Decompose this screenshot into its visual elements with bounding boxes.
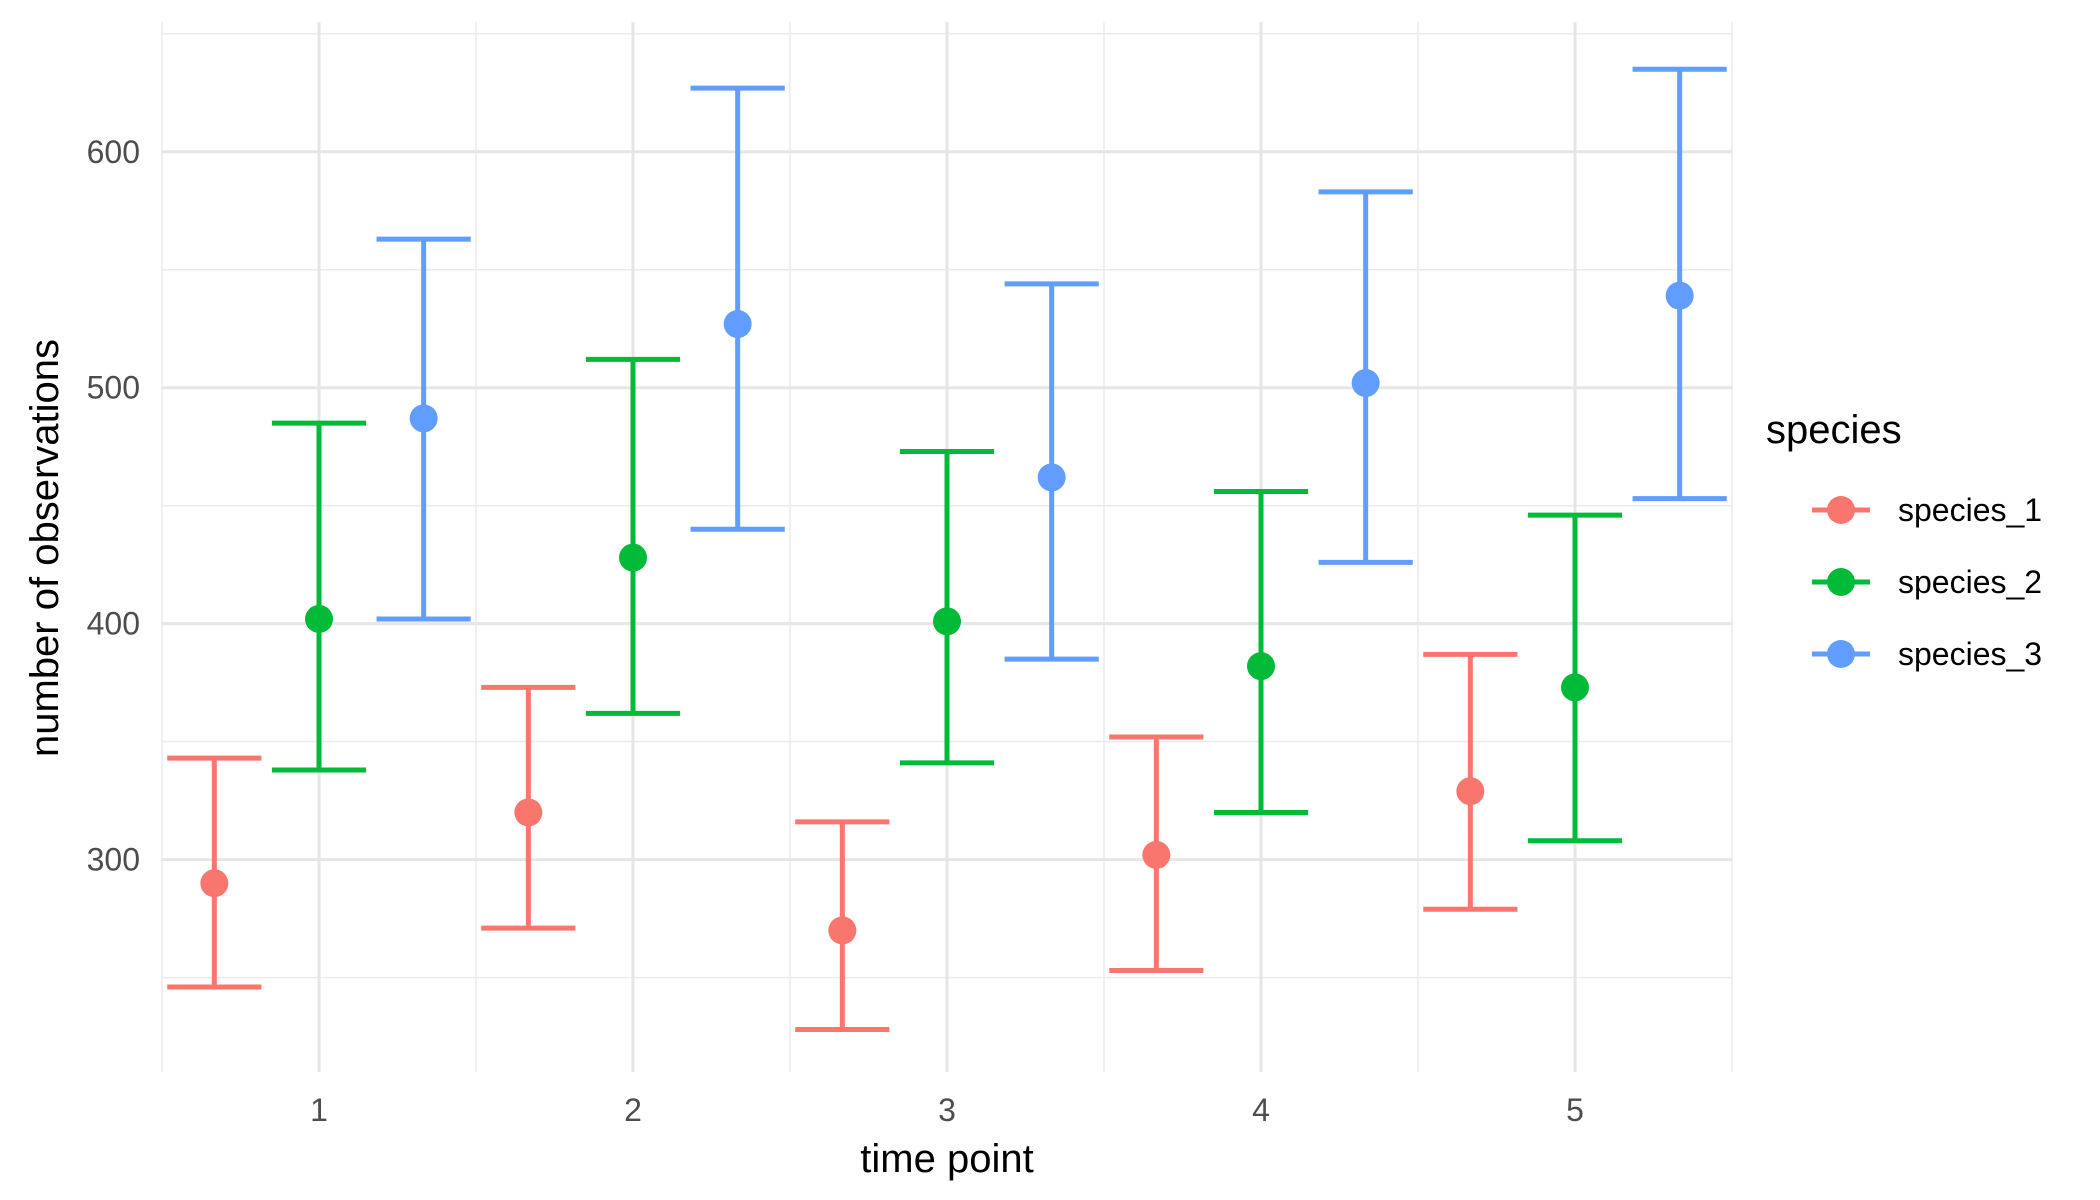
data-point-species_3	[723, 310, 752, 339]
y-axis-tick-labels: 300 400 500 600	[87, 134, 140, 878]
legend: species species_1 species_2 species_3	[1766, 408, 2042, 672]
data-point-species_2	[933, 607, 961, 636]
legend-title: species	[1766, 408, 1902, 452]
error-bar-species_2	[899, 448, 995, 766]
error-bar-species_3	[690, 85, 785, 532]
x-axis-tick-labels: 1 2 3 4 5	[310, 1092, 1584, 1128]
y-tick-label: 600	[87, 134, 140, 170]
data-point-species_1	[1142, 840, 1171, 869]
error-bar-species_2	[1213, 489, 1309, 815]
legend-key-point	[1827, 568, 1855, 596]
legend-item-species_1: species_1	[1812, 492, 2042, 528]
data-point-species_1	[1456, 777, 1485, 806]
x-tick-label: 3	[938, 1092, 956, 1128]
legend-key-point	[1827, 496, 1855, 524]
y-tick-label: 400	[87, 606, 140, 642]
data-point-species_1	[828, 916, 857, 945]
data-point-species_1	[514, 798, 543, 827]
y-tick-label: 300	[87, 842, 140, 878]
legend-key-point	[1827, 640, 1855, 668]
data-point-species_3	[1037, 463, 1066, 492]
x-axis-title: time point	[860, 1137, 1033, 1181]
legend-label: species_1	[1898, 492, 2042, 528]
data-point-species_2	[1247, 652, 1275, 681]
data-point-species_1	[200, 869, 229, 898]
data-point-species_3	[1665, 281, 1694, 310]
y-tick-label: 500	[87, 370, 140, 406]
data-point-species_3	[409, 404, 438, 433]
legend-item-species_3: species_3	[1812, 636, 2042, 672]
legend-label: species_3	[1898, 636, 2042, 672]
data-point-species_2	[619, 543, 647, 572]
legend-label: species_2	[1898, 564, 2042, 600]
data-point-species_2	[305, 604, 333, 633]
data-points	[200, 281, 1694, 945]
x-tick-label: 5	[1566, 1092, 1584, 1128]
y-axis-title: number of observations	[23, 339, 67, 757]
data-point-species_3	[1351, 369, 1380, 398]
error-bar-species_2	[585, 356, 681, 716]
x-tick-label: 1	[310, 1092, 328, 1128]
error-bar-species_2	[271, 420, 367, 773]
data-point-species_2	[1561, 673, 1589, 702]
x-tick-label: 2	[624, 1092, 642, 1128]
legend-item-species_2: species_2	[1812, 564, 2042, 600]
x-tick-label: 4	[1252, 1092, 1270, 1128]
